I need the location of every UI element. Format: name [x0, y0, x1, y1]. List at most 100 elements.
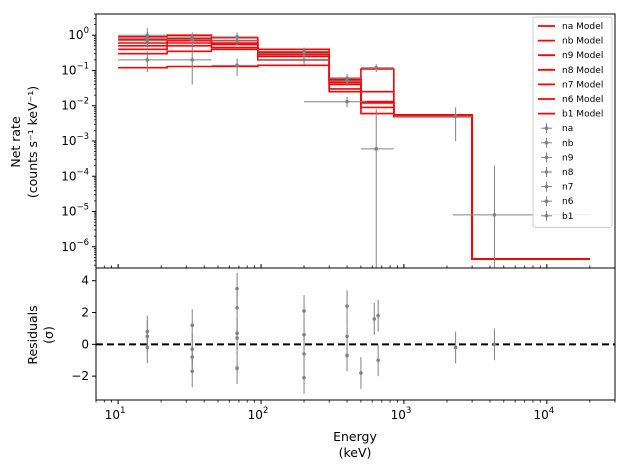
data-marker-n6 — [374, 147, 379, 151]
data-marker-n9 — [190, 58, 195, 62]
data-marker-n9 — [235, 63, 239, 68]
legend-model-label: n6 Model — [562, 95, 603, 105]
y-tick-label: 10−2 — [61, 97, 89, 113]
legend-data-label: n7 — [562, 183, 573, 193]
residual-marker — [302, 352, 306, 356]
residual-marker — [376, 358, 380, 363]
legend-data-label: n8 — [562, 168, 574, 178]
res-y-tick-label: 4 — [81, 274, 89, 288]
residual-marker — [235, 305, 239, 310]
y-tick-label: 10−3 — [61, 132, 89, 148]
residual-marker — [345, 304, 349, 308]
data-marker-b1 — [492, 213, 497, 217]
data-marker-n6 — [345, 76, 349, 81]
residual-marker — [190, 323, 195, 328]
residual-marker — [302, 309, 306, 313]
residual-point — [235, 352, 239, 385]
legend-data-marker — [544, 170, 549, 174]
spectrum-y-axis-label: Net rate — [8, 116, 23, 168]
data-marker-n6 — [453, 114, 458, 119]
x-axis-units: (keV) — [339, 445, 372, 460]
residuals-y-axis-units: (σ) — [41, 326, 56, 344]
y-tick-label: 10−4 — [61, 167, 89, 183]
x-tick-label: 101 — [105, 406, 126, 422]
residual-point — [453, 331, 458, 364]
residual-marker — [190, 369, 195, 374]
residual-point — [345, 290, 349, 323]
x-tick-label: 104 — [533, 406, 554, 422]
residual-marker — [376, 313, 380, 318]
residual-point — [492, 328, 497, 361]
legend-model-label: n8 Model — [562, 66, 603, 76]
data-point-n9 — [167, 45, 212, 85]
data-point-b1 — [257, 53, 330, 65]
legend-data-marker — [544, 199, 549, 203]
residual-marker — [235, 366, 239, 370]
x-axis-label: Energy — [333, 429, 377, 444]
residual-point — [372, 302, 377, 335]
data-marker-b1 — [302, 58, 306, 62]
residual-point — [235, 322, 239, 354]
residual-marker — [345, 334, 349, 339]
residual-marker — [302, 375, 306, 380]
legend-model-label: na Model — [562, 22, 603, 32]
spectrum-y-axis-units: (counts s⁻¹ keV⁻¹) — [25, 86, 40, 198]
legend-model-label: b1 Model — [562, 110, 603, 120]
data-marker-n9 — [145, 58, 150, 62]
residual-point — [345, 339, 349, 372]
res-y-tick-label: 0 — [81, 337, 89, 351]
legend-data-label: nb — [562, 139, 574, 149]
residual-points — [145, 272, 497, 394]
data-marker-n7 — [345, 99, 349, 104]
legend-data-marker — [544, 184, 549, 189]
legend-data-label: na — [562, 124, 573, 134]
data-point-n8 — [167, 32, 212, 44]
y-tick-label: 10−6 — [61, 238, 89, 254]
x-tick-label: 103 — [391, 406, 412, 422]
data-point-n9 — [211, 58, 258, 76]
legend-box — [532, 16, 613, 228]
res-y-tick-label: 2 — [81, 306, 89, 320]
spectrum-panel: 10−6 10−5 10−4 10−3 10−2 10−1 100 na Model nb M… — [8, 13, 616, 269]
legend-data-label: b1 — [562, 212, 573, 222]
data-marker-n8 — [190, 35, 195, 39]
residual-marker — [372, 317, 377, 321]
residuals-plot-frame — [95, 267, 616, 401]
spectrum-y-ticks: 10−6 10−5 10−4 10−3 10−2 10−1 100 — [61, 13, 96, 266]
data-point-n7 — [211, 36, 258, 46]
residuals-x-ticks: 101 102 103 104 — [95, 400, 616, 422]
legend: na Model nb Model n9 Model n8 Model n7 Model… — [532, 16, 613, 228]
res-y-tick-label: −2 — [71, 369, 89, 383]
data-points — [118, 28, 590, 268]
residual-marker — [492, 342, 497, 347]
residual-point — [190, 355, 195, 388]
residuals-y-axis-label: Residuals — [25, 305, 40, 364]
residual-point — [359, 357, 363, 389]
residuals-y-ticks: −2 0 2 4 — [71, 274, 96, 383]
legend-data-label: n9 — [562, 153, 574, 163]
data-point-n6 — [393, 107, 473, 141]
legend-model-label: nb Model — [562, 37, 603, 47]
residual-point — [376, 344, 380, 377]
residual-marker — [359, 371, 363, 375]
residual-marker — [345, 353, 349, 358]
residual-marker — [453, 345, 458, 350]
residual-marker — [302, 332, 306, 337]
data-point-n7 — [304, 96, 367, 108]
data-point-n7 — [360, 64, 394, 73]
residual-point — [376, 299, 380, 332]
legend-data-marker — [544, 155, 549, 160]
y-tick-label: 10−5 — [61, 203, 89, 219]
y-tick-label: 100 — [68, 26, 89, 42]
residual-point — [302, 361, 306, 394]
legend-model-label: n7 Model — [562, 80, 603, 90]
residual-marker — [235, 336, 239, 340]
x-tick-label: 102 — [248, 406, 269, 422]
data-point-n6 — [360, 109, 394, 268]
legend-data-marker — [544, 126, 549, 130]
legend-data-marker — [544, 141, 549, 145]
legend-data-label: n6 — [562, 197, 574, 207]
data-point-n8 — [118, 35, 168, 50]
